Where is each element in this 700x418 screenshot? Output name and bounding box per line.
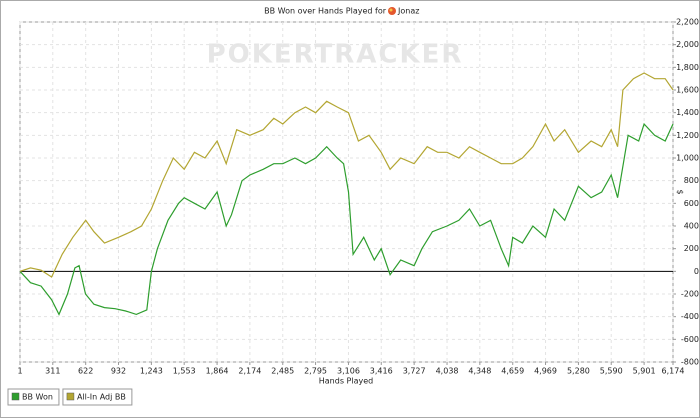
- x-tick-label: 311: [45, 367, 60, 376]
- legend-swatch: [66, 392, 75, 401]
- x-tick-label: 3,416: [370, 367, 393, 376]
- y-tick-label: -200: [681, 290, 699, 299]
- y-tick-label: -600: [681, 335, 699, 344]
- x-tick-label: 1,243: [140, 367, 163, 376]
- legend-box: [7, 388, 60, 406]
- y-tick-label: 2,000: [676, 40, 699, 49]
- x-tick-label: 932: [111, 367, 126, 376]
- legend-label: BB Won: [22, 393, 53, 402]
- legend-box: [62, 388, 133, 406]
- x-tick-label: 4,348: [468, 367, 491, 376]
- x-tick-label: 3,106: [337, 367, 360, 376]
- x-tick-label: 1,553: [173, 367, 196, 376]
- legend-item: BB Won: [7, 388, 60, 406]
- x-tick-label: 4,969: [534, 367, 557, 376]
- y-tick-label: 2,200: [676, 18, 699, 27]
- watermark: POKERTRACKER: [207, 40, 464, 70]
- y-tick-label: 1,400: [676, 108, 699, 117]
- y-axis-title: $: [676, 189, 685, 194]
- y-tick-label: 400: [684, 222, 699, 231]
- x-tick-label: 5,901: [633, 367, 656, 376]
- legend-swatch: [11, 392, 20, 401]
- series-line: [19, 72, 674, 278]
- y-tick-label: 800: [684, 176, 699, 185]
- x-tick-label: 622: [78, 367, 93, 376]
- chart-title: BB Won over Hands Played for: [264, 7, 387, 16]
- x-tick-label: 2,795: [304, 367, 327, 376]
- x-tick-label: 1,864: [206, 367, 229, 376]
- x-tick-label: 2,485: [271, 367, 294, 376]
- series-line: [19, 122, 674, 316]
- x-tick-label: 5,280: [567, 367, 590, 376]
- player-icon: [388, 7, 396, 15]
- y-tick-label: 200: [684, 244, 699, 253]
- x-tick-label: 6,174: [662, 367, 685, 376]
- x-tick-label: 4,659: [501, 367, 524, 376]
- legend-label: All-In Adj BB: [77, 393, 126, 402]
- y-tick-label: 1,800: [676, 63, 699, 72]
- player-name: Jonaz: [397, 7, 419, 16]
- x-tick-label: 4,038: [436, 367, 459, 376]
- y-tick-label: 1,600: [676, 86, 699, 95]
- y-tick-label: 600: [684, 199, 699, 208]
- x-tick-label: 3,727: [403, 367, 426, 376]
- y-tick-label: -800: [681, 358, 699, 367]
- y-tick-label: 0: [694, 267, 699, 276]
- legend-item: All-In Adj BB: [62, 388, 133, 406]
- y-tick-label: 1,000: [676, 154, 699, 163]
- x-tick-label: 5,590: [600, 367, 623, 376]
- x-axis-title: Hands Played: [319, 377, 373, 386]
- y-tick-label: 1,200: [676, 131, 699, 140]
- x-tick-label: 1: [17, 367, 22, 376]
- y-tick-label: -400: [681, 312, 699, 321]
- x-tick-label: 2,174: [238, 367, 261, 376]
